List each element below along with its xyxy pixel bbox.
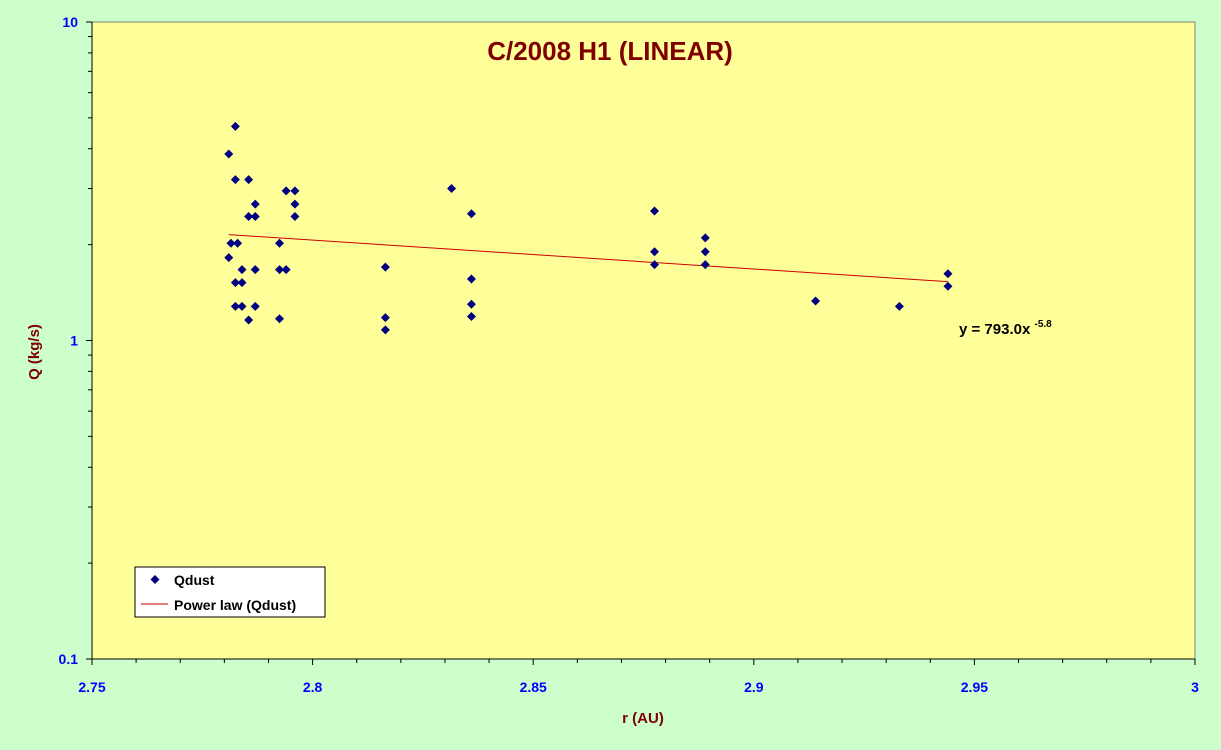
data-point — [250, 199, 260, 209]
data-point — [943, 269, 953, 279]
data-point — [700, 247, 710, 257]
data-point — [244, 212, 254, 222]
data-point — [233, 238, 243, 248]
data-point — [224, 149, 234, 159]
trendline-equation: y = 793.0x -5.8 — [959, 319, 1052, 338]
data-point — [650, 260, 660, 270]
x-tick-label: 2.8 — [303, 679, 323, 695]
data-point — [275, 238, 285, 248]
data-point — [237, 265, 247, 275]
data-point — [250, 301, 260, 311]
points-layer — [224, 121, 953, 335]
data-point — [650, 206, 660, 216]
x-tick-label: 2.75 — [78, 679, 105, 695]
data-point — [237, 301, 247, 311]
data-point — [811, 296, 821, 306]
data-point — [466, 299, 476, 309]
y-axis-title: Q (kg/s) — [26, 324, 43, 380]
legend: Qdust Power law (Qdust) — [134, 566, 326, 618]
data-point — [226, 238, 236, 248]
data-point — [700, 260, 710, 270]
data-point — [275, 314, 285, 324]
data-point — [281, 265, 291, 275]
data-point — [244, 175, 254, 185]
data-point — [894, 301, 904, 311]
data-point — [447, 184, 457, 194]
data-point — [250, 212, 260, 222]
x-tick-labels: 2.75 2.8 2.85 2.9 2.95 3 — [78, 679, 1199, 695]
data-point — [244, 315, 254, 325]
data-point — [700, 233, 710, 243]
data-point — [224, 253, 234, 263]
x-tick-label: 2.9 — [744, 679, 764, 695]
data-point — [250, 265, 260, 275]
y-tick-label: 10 — [62, 14, 78, 30]
data-point — [650, 247, 660, 257]
data-point — [230, 175, 240, 185]
data-point — [230, 301, 240, 311]
x-tick-label: 2.95 — [961, 679, 988, 695]
x-tick-label: 3 — [1191, 679, 1199, 695]
data-point — [943, 281, 953, 291]
data-point — [380, 313, 390, 323]
trendline-layer — [228, 234, 948, 283]
chart-title: C/2008 H1 (LINEAR) — [487, 36, 733, 66]
axis-ticks — [86, 21, 1196, 665]
data-point — [275, 265, 285, 275]
data-point — [290, 212, 300, 222]
data-point — [237, 278, 247, 288]
data-point — [281, 186, 291, 196]
legend-label-powerlaw: Power law (Qdust) — [174, 597, 296, 613]
plot-area — [91, 21, 1196, 660]
x-axis-title: r (AU) — [622, 710, 664, 727]
legend-box — [134, 566, 326, 618]
y-tick-label: 1 — [70, 333, 78, 349]
equation-base: y = 793.0x — [959, 321, 1031, 338]
data-point — [290, 199, 300, 209]
data-point — [230, 278, 240, 288]
data-point — [380, 325, 390, 335]
data-point — [466, 311, 476, 321]
data-point — [290, 186, 300, 196]
legend-marker-qdust — [150, 575, 160, 584]
equation-exponent: -5.8 — [1035, 319, 1053, 330]
data-point — [466, 274, 476, 284]
y-tick-label: 0.1 — [59, 651, 79, 667]
data-point — [230, 121, 240, 131]
power-law-trendline — [228, 234, 948, 283]
data-point — [380, 262, 390, 272]
legend-label-qdust: Qdust — [174, 572, 215, 588]
y-tick-labels: 0.1 1 10 — [59, 14, 79, 667]
data-point — [466, 209, 476, 219]
x-tick-label: 2.85 — [520, 679, 547, 695]
